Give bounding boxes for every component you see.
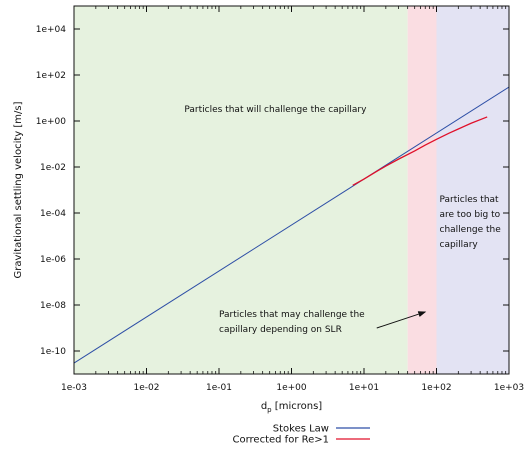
annotation-2-line-2: capillary depending on SLR xyxy=(219,325,342,335)
legend-label-1: Stokes Law xyxy=(273,424,329,435)
axis-ticks: 1e-03 1e-02 1e-01 1e+00 1e+01 1e+02 1e+03 1e-10… xyxy=(36,6,524,393)
annotations: Particles that will challenge the capill… xyxy=(184,105,501,335)
series-line-2 xyxy=(352,116,488,186)
x-tick-label: 1e+02 xyxy=(421,383,451,393)
annotation-3-line-3: challenge the xyxy=(440,225,502,235)
x-tick-label: 1e+01 xyxy=(349,383,379,393)
x-axis-title-unit: [microns] xyxy=(272,401,323,412)
shaded-regions xyxy=(74,6,509,374)
y-tick-label: 1e+00 xyxy=(36,117,67,127)
region-band-3 xyxy=(436,6,509,374)
annotation-2-line-1: Particles that may challenge the xyxy=(219,310,365,320)
x-axis-title-base: d xyxy=(261,401,267,412)
region-band-2 xyxy=(407,6,437,374)
y-tick-label: 1e-06 xyxy=(40,255,66,265)
y-tick-label: 1e-02 xyxy=(40,163,66,173)
y-tick-label: 1e-08 xyxy=(40,301,66,311)
y-tick-label: 1e-04 xyxy=(40,209,66,219)
y-axis-title: Gravitational settling velocity [m/s] xyxy=(13,101,24,278)
annotation-3-line-2: are too big to xyxy=(440,210,501,220)
y-tick-label: 1e+04 xyxy=(36,25,67,35)
y-tick-label: 1e+02 xyxy=(36,71,66,81)
legend-label-2: Corrected for Re>1 xyxy=(233,435,330,446)
series-line-1 xyxy=(73,86,510,364)
region-band-1 xyxy=(74,6,408,374)
annotation-arrow xyxy=(376,311,427,329)
x-axis-title-subscript: p xyxy=(267,406,272,414)
x-tick-label: 1e-01 xyxy=(206,383,232,393)
annotation-3-line-4: capillary xyxy=(440,240,479,250)
annotation-1-line-1: Particles that will challenge the capill… xyxy=(184,105,367,115)
annotation-3-line-1: Particles that xyxy=(440,195,500,205)
data-series xyxy=(73,86,510,364)
x-tick-label: 1e+03 xyxy=(494,383,524,393)
x-axis-title: dp [microns] xyxy=(261,401,322,414)
x-tick-label: 1e-03 xyxy=(61,383,87,393)
x-tick-label: 1e-02 xyxy=(134,383,160,393)
y-tick-label: 1e-10 xyxy=(40,347,66,357)
x-tick-label: 1e+00 xyxy=(276,383,307,393)
